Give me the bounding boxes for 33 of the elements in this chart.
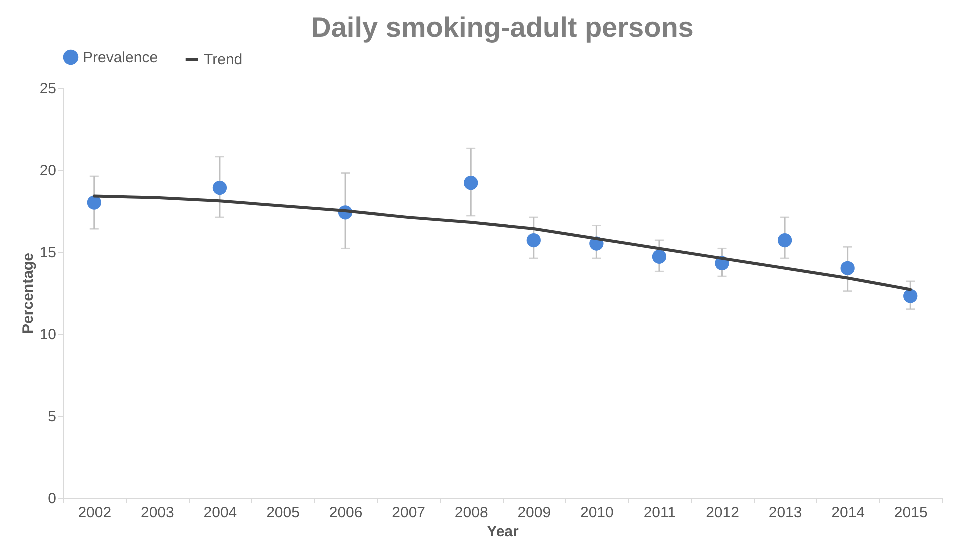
point	[652, 250, 667, 264]
x-tick-label: 2009	[518, 504, 552, 522]
chart-title: Daily smoking-adult persons	[311, 12, 694, 43]
point	[87, 196, 102, 210]
x-tick-label: 2007	[392, 504, 426, 522]
x-tick-label: 2012	[706, 504, 740, 522]
x-tick-label: 2003	[140, 504, 174, 522]
x-tick-label: 2015	[894, 504, 928, 522]
x-axis-title: Year	[487, 524, 520, 540]
x-tick-label: 2002	[78, 504, 112, 522]
x-tick-label: 2010	[580, 504, 614, 522]
x-tick-label: 2004	[204, 504, 238, 522]
y-tick-label: 10	[40, 326, 56, 344]
point	[904, 289, 918, 304]
y-tick-label: 20	[40, 162, 56, 180]
x-tick-label: 2008	[454, 504, 488, 522]
point	[464, 176, 478, 190]
x-tick-label: 2014	[832, 504, 866, 522]
point	[212, 180, 228, 196]
y-tick-label: 25	[40, 80, 56, 98]
y-tick-label: 0	[48, 490, 56, 508]
x-tick-label: 2013	[768, 504, 802, 522]
y-tick-label: 15	[40, 244, 56, 262]
x-tick-label: 2011	[644, 504, 676, 522]
legend-label: Trend	[204, 52, 243, 68]
y-tick-label: 5	[48, 408, 56, 426]
point	[526, 233, 541, 248]
point	[778, 233, 792, 248]
point	[840, 261, 855, 276]
x-tick-label: 2006	[329, 504, 363, 522]
x-tick-label: 2005	[266, 504, 300, 522]
legend-label: Prevalence	[83, 49, 158, 66]
y-axis-title: Percentage	[20, 253, 37, 334]
